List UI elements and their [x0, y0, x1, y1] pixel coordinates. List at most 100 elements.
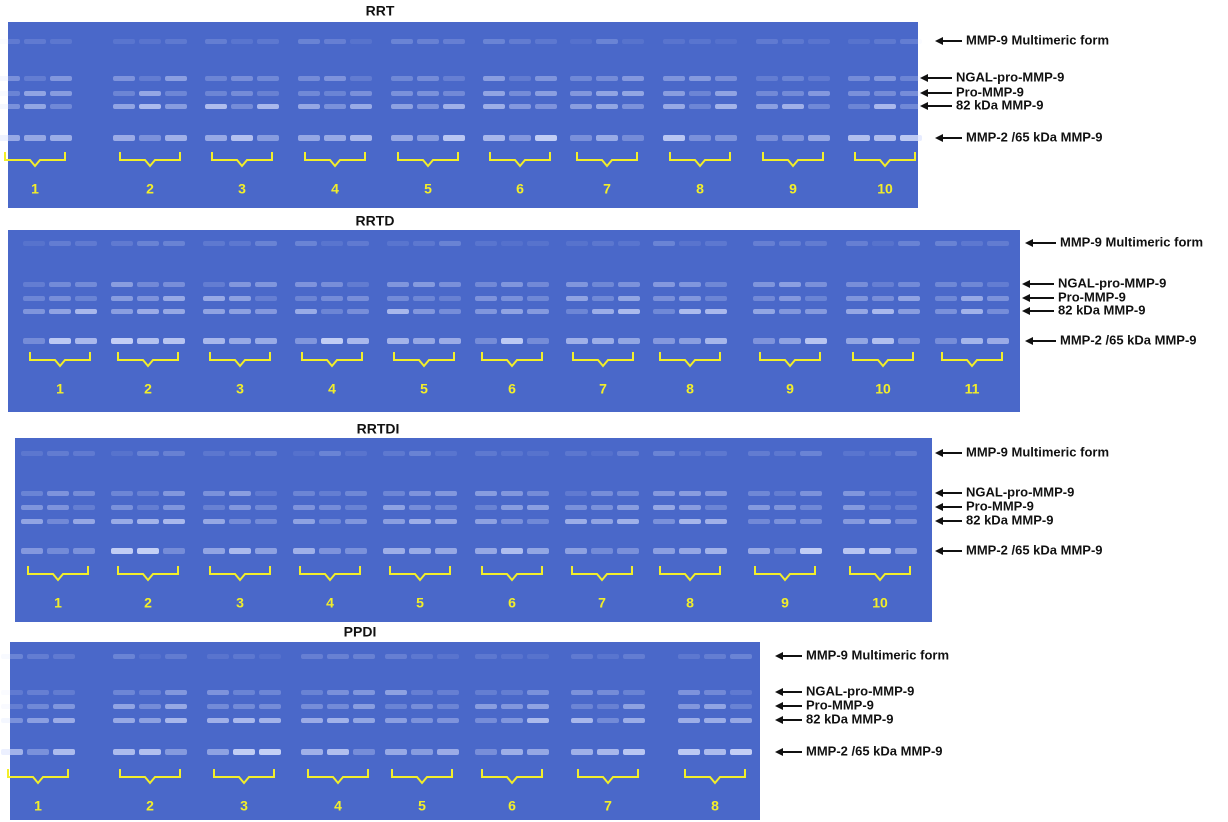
gel-band: [233, 718, 255, 723]
gel-band: [872, 296, 894, 301]
gel-band: [483, 39, 505, 44]
arrow-head: [935, 489, 943, 497]
group-number: 10: [877, 181, 893, 197]
gel-band: [293, 548, 315, 554]
gel-band: [295, 296, 317, 301]
gel-band: [779, 338, 801, 344]
gel-band: [387, 309, 409, 314]
gel-band: [509, 104, 531, 109]
panel-title: RRTDI: [357, 421, 400, 437]
gel-band: [597, 704, 619, 709]
gel-band: [113, 135, 135, 141]
gel-band: [53, 690, 75, 695]
gel-band: [501, 749, 523, 755]
gel-band: [298, 104, 320, 109]
gel-band: [715, 135, 737, 141]
gel-band: [597, 718, 619, 723]
gel-band: [443, 135, 465, 141]
gel-band: [293, 505, 315, 510]
gel-band: [345, 519, 367, 524]
gel-band: [163, 309, 185, 314]
gel-band: [347, 241, 369, 246]
gel-band: [411, 654, 433, 659]
gel-band: [163, 548, 185, 554]
group-number: 7: [604, 798, 612, 814]
gel-band: [413, 309, 435, 314]
gel-band: [137, 451, 159, 456]
group-number: 8: [696, 181, 704, 197]
group-number: 6: [508, 381, 516, 397]
gel-band: [383, 491, 405, 496]
gel-band: [483, 91, 505, 96]
gel-band: [435, 519, 457, 524]
gel-band: [443, 39, 465, 44]
gel-band: [259, 690, 281, 695]
gel-band: [259, 749, 281, 755]
gel-band: [805, 241, 827, 246]
gel-band: [435, 548, 457, 554]
gel-band: [437, 704, 459, 709]
gel-band: [391, 76, 413, 81]
gel-band: [163, 505, 185, 510]
gel-band: [113, 91, 135, 96]
gel-band: [527, 704, 549, 709]
gel-band: [73, 505, 95, 510]
gel-band: [437, 690, 459, 695]
arrow-head: [935, 503, 943, 511]
band-label: MMP-9 Multimeric form: [1060, 234, 1203, 249]
gel-band: [113, 39, 135, 44]
gel-band: [596, 76, 618, 81]
gel-band: [111, 505, 133, 510]
gel-band: [756, 91, 778, 96]
gel-band: [298, 76, 320, 81]
gel-band: [475, 309, 497, 314]
gel-band: [475, 519, 497, 524]
gel-band: [0, 135, 20, 141]
gel-band: [205, 76, 227, 81]
arrow-head: [935, 517, 943, 525]
gel-band: [233, 749, 255, 755]
gel-band: [385, 704, 407, 709]
gel-band: [411, 718, 433, 723]
gel-band: [848, 135, 870, 141]
group-number: 8: [686, 595, 694, 611]
band-label: NGAL-pro-MMP-9: [1058, 275, 1166, 290]
gel-band: [483, 135, 505, 141]
gel-band: [435, 451, 457, 456]
group-number: 10: [875, 381, 891, 397]
gel-band: [591, 451, 613, 456]
gel-band: [501, 491, 523, 496]
gel-band: [597, 749, 619, 755]
gel-band: [49, 309, 71, 314]
gel-band: [257, 104, 279, 109]
gel-band: [255, 548, 277, 554]
gel-band: [678, 690, 700, 695]
gel-band: [846, 296, 868, 301]
group-number: 4: [331, 181, 339, 197]
gel-band: [808, 104, 830, 109]
gel-band: [483, 76, 505, 81]
gel-band: [846, 309, 868, 314]
gel-band: [501, 690, 523, 695]
gel-band: [501, 505, 523, 510]
gel-band: [385, 690, 407, 695]
gel-band: [527, 519, 549, 524]
gel-band: [21, 548, 43, 554]
gel-band: [443, 91, 465, 96]
gel-band: [501, 241, 523, 246]
gel-band: [501, 309, 523, 314]
gel-band: [843, 519, 865, 524]
gel-band: [869, 505, 891, 510]
gel-band: [535, 91, 557, 96]
gel-band: [848, 104, 870, 109]
gel-band: [617, 505, 639, 510]
gel-band: [782, 39, 804, 44]
group-number: 8: [711, 798, 719, 814]
gel-band: [753, 296, 775, 301]
gel-band: [597, 654, 619, 659]
gel-band: [501, 654, 523, 659]
gel-band: [753, 338, 775, 344]
group-number: 5: [418, 798, 426, 814]
gel-band: [111, 548, 133, 554]
gel-band: [411, 749, 433, 755]
